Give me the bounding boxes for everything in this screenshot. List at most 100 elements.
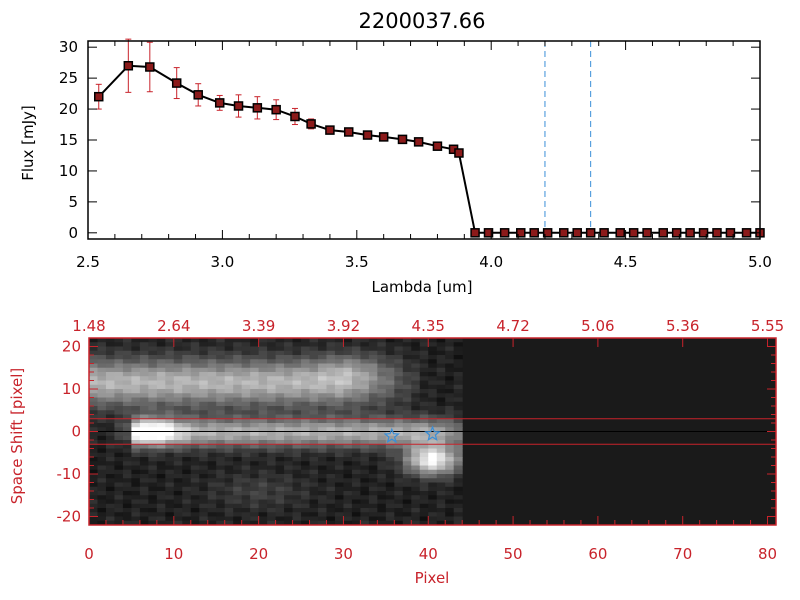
heatmap-cell [377,461,387,466]
heatmap-cell [173,486,183,492]
heatmap-cell [89,397,98,403]
heatmap-cell [233,418,243,424]
heatmap-cell [241,495,251,500]
heatmap-cell [453,486,463,492]
heatmap-cell [318,469,327,475]
heatmap-cell [207,393,217,398]
heatmap-cell [250,350,260,356]
heatmap-cell [139,461,149,466]
heatmap-cell [105,414,115,420]
heatmap-cell [241,431,251,437]
heatmap-cell [445,474,455,479]
heatmap-cell [165,342,175,347]
heatmap-cell [173,418,183,424]
heatmap-cell [445,414,455,420]
heatmap-cell [419,508,429,513]
data-point [671,228,682,238]
heatmap-cell [131,435,141,441]
heatmap-cell [199,427,209,432]
heatmap-cell [97,461,107,466]
heatmap-cell [89,469,98,475]
heatmap-cell [334,389,344,394]
heatmap-cell [318,346,327,352]
heatmap-cell [326,350,336,356]
heatmap-cell [207,376,217,381]
heatmap-cell [411,474,421,479]
heatmap-cell [419,457,429,462]
heatmap-cell [148,448,158,454]
heatmap-cell [402,440,412,445]
heatmap-cell [241,469,251,475]
heatmap-cell [343,440,353,445]
heatmap-cell [89,452,98,458]
heatmap-cell [207,384,217,390]
heatmap-cell [97,414,107,420]
heatmap-cell [250,503,260,509]
heatmap-cell [190,372,200,377]
heatmap-cell [216,346,226,352]
heatmap-cell [267,508,277,513]
heatmap-cell [131,503,141,509]
heatmap-cell [165,423,175,428]
heatmap-cell [428,448,438,454]
heatmap-cell [292,397,302,403]
heatmap-cell [267,465,277,471]
heatmap-cell [301,350,311,356]
heatmap-cell [428,346,438,352]
heatmap-cell [428,423,438,428]
heatmap-cell [377,516,387,522]
heatmap-cell [292,435,302,441]
heatmap-cell [419,427,429,432]
heatmap-cell [368,512,378,517]
heatmap-cell [89,431,98,437]
heatmap-cell [97,457,107,462]
heatmap-cell [233,393,243,398]
top-secondary-tick-label: 5.36 [666,317,699,335]
heatmap-cell [292,486,302,492]
heatmap-cell [216,338,226,343]
heatmap-cell [351,406,361,411]
heatmap-cell [318,350,327,356]
heatmap-cell [89,338,98,343]
heatmap-cell [343,461,353,466]
heatmap-cell [190,376,200,381]
heatmap-cell [453,342,463,347]
heatmap-cell [190,427,200,432]
heatmap-cell [436,367,446,373]
heatmap-cell [165,380,175,386]
heatmap-cell [326,401,336,407]
heatmap-cell [173,444,183,449]
heatmap-cell [343,414,353,420]
heatmap-cell [114,465,124,471]
heatmap-cell [309,457,319,462]
heatmap-cell [156,474,166,479]
heatmap-cell [241,486,251,492]
heatmap-cell [351,499,361,505]
heatmap-cell [428,435,438,441]
heatmap-cell [377,491,387,496]
heatmap-cell [216,350,226,356]
heatmap-cell [224,342,234,347]
heatmap-cell [97,444,107,449]
heatmap-cell [402,423,412,428]
heatmap-cell [334,482,344,488]
heatmap-cell [267,372,277,377]
heatmap-cell [385,384,395,390]
heatmap-cell [224,435,234,441]
heatmap-cell [318,338,327,343]
heatmap-cell [402,452,412,458]
heatmap-cell [351,457,361,462]
heatmap-cell [233,376,243,381]
heatmap-cell [402,342,412,347]
heatmap-cell [258,469,268,475]
heatmap-cell [436,363,446,369]
heatmap-cell [97,452,107,458]
heatmap-cell [156,520,166,526]
heatmap-cell [207,512,217,517]
heatmap-cell [114,435,124,441]
heatmap-cell [292,380,302,386]
heatmap-cell [326,516,336,522]
heatmap-cell [199,389,209,394]
heatmap-cell [377,401,387,407]
heatmap-cell [309,482,319,488]
